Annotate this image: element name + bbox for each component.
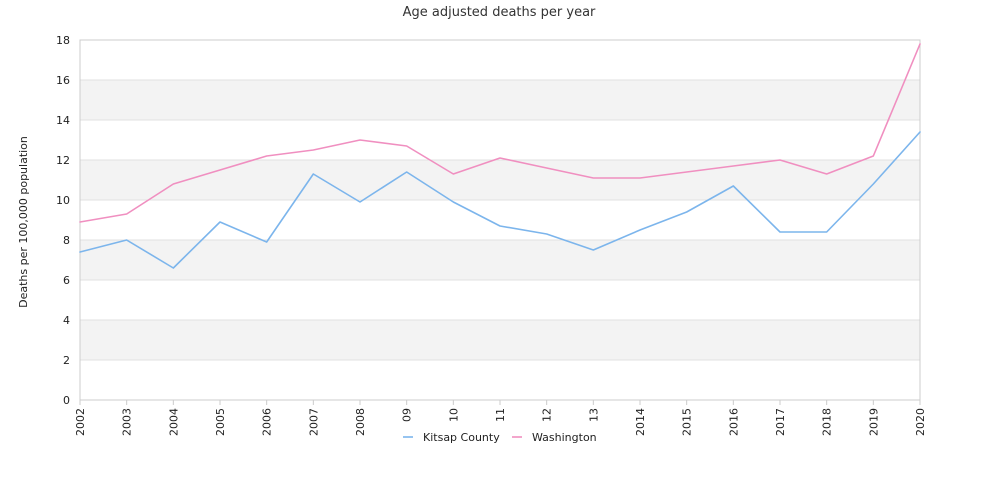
legend-entry[interactable]: Kitsap County xyxy=(423,431,500,444)
x-tick-label: 11 xyxy=(494,408,507,422)
y-axis-label: Deaths per 100,000 population xyxy=(17,136,30,308)
x-tick-label: 2015 xyxy=(681,408,694,436)
y-tick-label: 2 xyxy=(63,354,70,367)
x-tick-label: 12 xyxy=(541,408,554,422)
x-tick-label: 09 xyxy=(401,408,414,422)
y-tick-label: 8 xyxy=(63,234,70,247)
x-tick-label: 2008 xyxy=(354,408,367,436)
series-line-kitsap-county xyxy=(79,131,921,269)
y-tick-label: 14 xyxy=(56,114,70,127)
x-tick-label: 13 xyxy=(587,408,600,422)
x-tick-label: 2018 xyxy=(821,408,834,436)
x-tick-label: 2005 xyxy=(214,408,227,436)
x-tick-label: 2004 xyxy=(167,408,180,436)
chart-title: Age adjusted deaths per year xyxy=(403,5,596,20)
legend: Kitsap County Washington xyxy=(403,431,597,444)
background-band xyxy=(80,320,920,360)
x-tick-label: 2019 xyxy=(867,408,880,436)
plot-background-bands xyxy=(80,80,920,360)
x-tick-label: 2017 xyxy=(774,408,787,436)
y-tick-label: 0 xyxy=(63,394,70,407)
x-tick-label: 2003 xyxy=(121,408,134,436)
x-axis-ticks: 2002 2003 2004 2005 2006 2007 2008 09 10 11 12 13 20… xyxy=(74,400,927,436)
series-line-washington xyxy=(79,43,921,223)
y-tick-label: 12 xyxy=(56,154,70,167)
background-band xyxy=(80,240,920,280)
x-tick-label: 2016 xyxy=(727,408,740,436)
background-band xyxy=(80,80,920,120)
legend-entry[interactable]: Washington xyxy=(532,431,597,444)
x-tick-label: 2020 xyxy=(914,408,927,436)
y-tick-label: 4 xyxy=(63,314,70,327)
series-lines xyxy=(79,43,921,269)
x-tick-label: 2014 xyxy=(634,408,647,436)
x-tick-label: 10 xyxy=(447,408,460,422)
y-tick-label: 10 xyxy=(56,194,70,207)
y-tick-label: 18 xyxy=(56,34,70,47)
y-axis-ticks: 0 2 4 6 8 10 12 14 16 18 xyxy=(56,34,70,407)
x-tick-label: 2006 xyxy=(261,408,274,436)
y-tick-label: 16 xyxy=(56,74,70,87)
background-band xyxy=(80,160,920,200)
y-tick-label: 6 xyxy=(63,274,70,287)
x-tick-label: 2007 xyxy=(307,408,320,436)
x-tick-label: 2002 xyxy=(74,408,87,436)
